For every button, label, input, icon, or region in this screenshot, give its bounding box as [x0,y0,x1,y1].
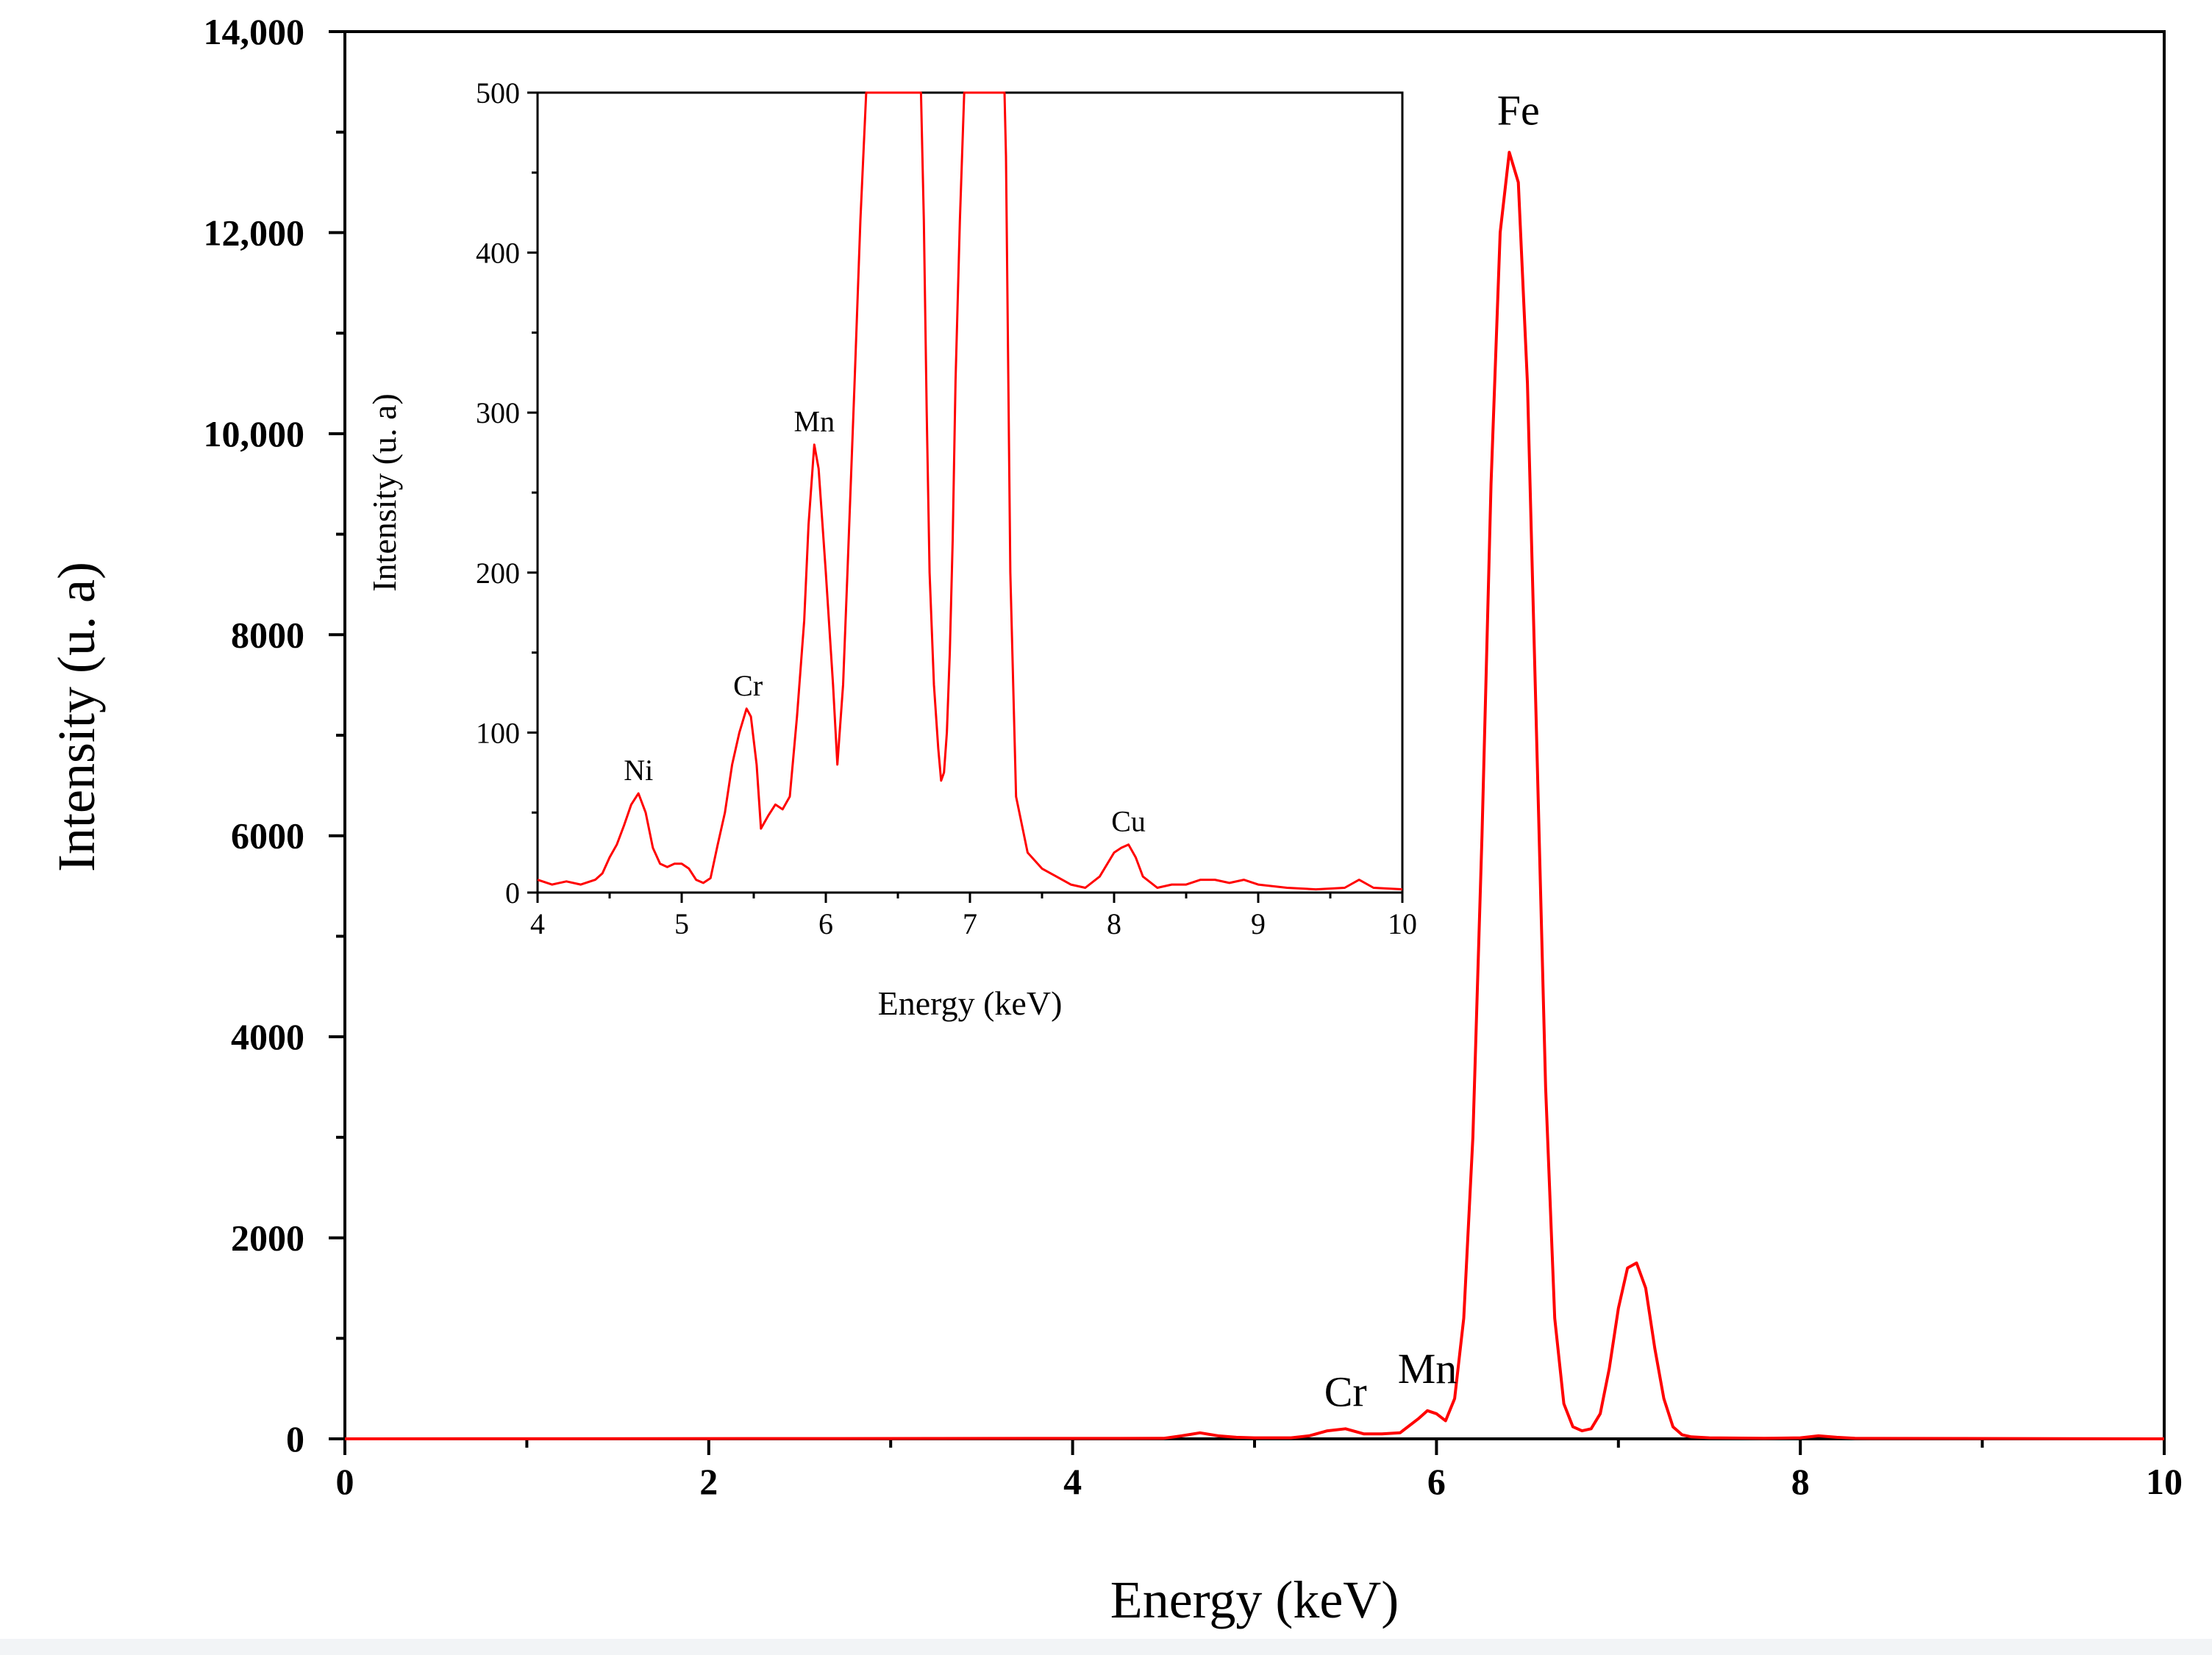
inset-plot-frame [536,91,1404,894]
x-tick-label: 4 [1063,1461,1082,1502]
inset-spectrum-line [537,91,1403,891]
y-tick-label: 12,000 [204,212,305,253]
y-tick-label: 14,000 [204,11,305,52]
x-tick-label: 7 [963,907,977,940]
x-tick-label: 10 [1388,907,1417,940]
main-x-axis-title: Energy (keV) [1110,1570,1399,1629]
y-tick-label: 4000 [231,1016,304,1057]
main-peak-labels: Fe Mn Cr [1324,86,1540,1415]
y-tick-label: 400 [476,237,520,270]
x-tick-label: 9 [1251,907,1266,940]
y-tick-label: 8000 [231,614,304,655]
x-tick-label: 5 [674,907,689,940]
y-tick-label: 500 [476,76,520,110]
y-tick-label: 300 [476,396,520,429]
y-tick-label: 0 [505,876,520,909]
x-tick-label: 8 [1107,907,1121,940]
y-tick-label: 10,000 [204,413,305,454]
footer-strip [0,1639,2212,1655]
peak-label-cr: Cr [733,669,763,702]
y-tick-label: 100 [476,716,520,749]
x-tick-label: 2 [699,1461,718,1502]
main-spectrum-line [344,151,2165,1440]
x-tick-label: 6 [818,907,833,940]
peak-label-cr: Cr [1324,1368,1367,1415]
x-tick-label: 8 [1791,1461,1810,1502]
x-tick-label: 10 [2146,1461,2183,1502]
y-tick-label: 0 [286,1418,304,1459]
peak-label-cu: Cu [1111,805,1146,838]
main-chart-marks: 0 2 4 6 8 100200040006000800010,00012,00014,0… [204,11,2183,1502]
x-tick-label: 0 [336,1461,354,1502]
y-tick-label: 2000 [231,1218,304,1259]
inset-peak-labels: Ni Cr Mn Cu [624,405,1146,838]
peak-label-fe: Fe [1497,86,1540,134]
main-y-axis-title: Intensity (u. a) [47,562,106,872]
inset-y-axis-title: Intensity (u. a) [365,393,403,592]
x-tick-label: 4 [530,907,545,940]
peak-label-ni: Ni [624,754,653,787]
peak-label-mn: Mn [794,405,835,438]
y-tick-label: 200 [476,557,520,590]
peak-label-mn: Mn [1398,1345,1458,1393]
inset-x-axis-title: Energy (keV) [878,984,1063,1022]
x-tick-label: 6 [1427,1461,1446,1502]
y-tick-label: 6000 [231,815,304,857]
